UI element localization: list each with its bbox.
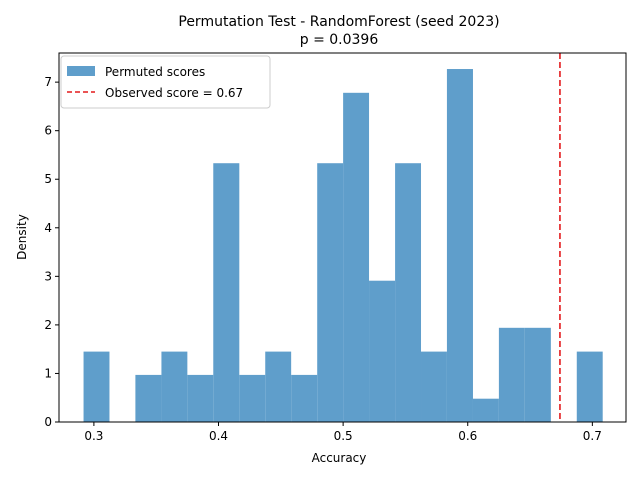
histogram-bar — [317, 163, 344, 422]
histogram-bar — [161, 351, 188, 422]
legend-box — [60, 55, 271, 109]
histogram-bar — [576, 351, 603, 422]
y-tick-label: 7 — [44, 75, 52, 89]
y-tick-label: 0 — [44, 415, 52, 429]
x-axis-ticks: 0.3 0.4 0.5 0.6 0.7 — [84, 422, 602, 443]
y-tick-label: 6 — [44, 124, 52, 138]
axes-frame — [58, 52, 627, 423]
y-tick-label: 3 — [44, 269, 52, 283]
legend-label-permuted: Permuted scores — [105, 65, 205, 79]
x-tick-label: 0.6 — [458, 429, 477, 443]
x-tick-label: 0.5 — [334, 429, 353, 443]
histogram-bar — [524, 327, 551, 422]
y-tick-label: 4 — [44, 221, 52, 235]
histogram-bar — [239, 374, 266, 422]
x-axis-label: Accuracy — [312, 451, 367, 465]
histogram-bar — [369, 280, 396, 422]
histogram-bar — [395, 163, 422, 422]
y-tick-label: 2 — [44, 318, 52, 332]
y-tick-label: 5 — [44, 172, 52, 186]
histogram-bar — [213, 163, 240, 422]
chart-subtitle: p = 0.0396 — [300, 32, 379, 48]
chart-title: Permutation Test - RandomForest (seed 20… — [178, 14, 499, 30]
histogram-bar — [265, 351, 292, 422]
x-tick-label: 0.7 — [583, 429, 602, 443]
y-tick-label: 1 — [44, 366, 52, 380]
x-tick-label: 0.3 — [84, 429, 103, 443]
y-axis-label: Density — [15, 214, 29, 260]
legend-label-observed: Observed score = 0.67 — [105, 86, 243, 100]
histogram-bar — [421, 351, 447, 422]
y-axis-ticks: 0 1 2 3 4 5 6 7 — [44, 75, 59, 429]
histogram-bar — [291, 374, 318, 422]
histogram-bar — [472, 398, 499, 422]
histogram-bar — [83, 351, 110, 422]
histogram-bar — [187, 374, 214, 422]
histogram-bar — [446, 69, 473, 422]
legend: Permuted scores Observed score = 0.67 — [60, 55, 271, 109]
histogram-bar — [135, 374, 162, 422]
legend-swatch-permuted — [67, 66, 95, 76]
histogram-bar — [498, 327, 525, 422]
histogram-bars — [83, 69, 603, 422]
x-tick-label: 0.4 — [209, 429, 228, 443]
histogram-bar — [343, 92, 370, 422]
